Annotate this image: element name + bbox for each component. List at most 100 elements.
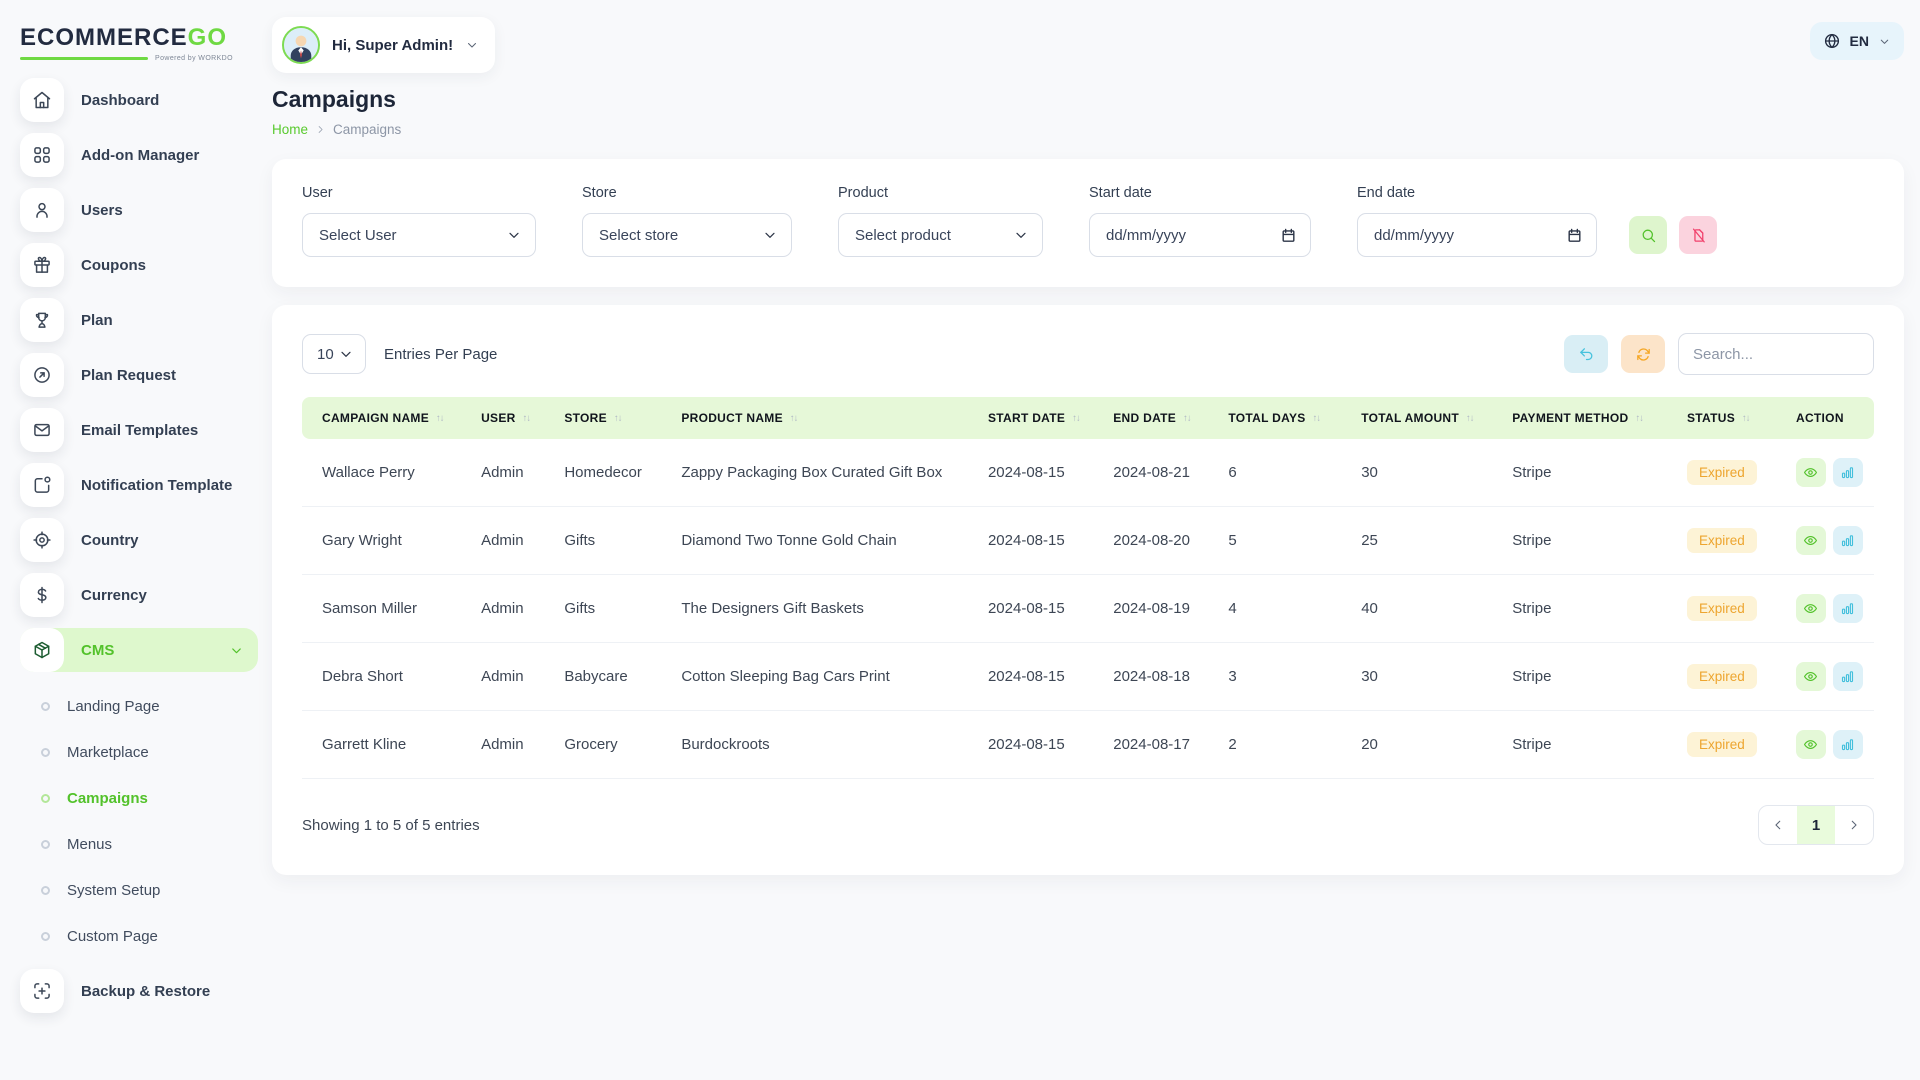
view-button[interactable] — [1795, 526, 1826, 555]
start-date-input[interactable]: dd/mm/yyyy — [1089, 213, 1311, 257]
sidebar-subitem-menus[interactable]: Menus — [36, 821, 272, 867]
cell-product: Cotton Sleeping Bag Cars Print — [671, 643, 978, 711]
store-select[interactable]: Select store — [582, 213, 792, 257]
cell-start-date: 2024-08-15 — [977, 507, 1104, 575]
undo-button[interactable] — [1564, 335, 1608, 373]
sort-icon: ↑↓ — [789, 413, 798, 424]
sidebar-item-plan[interactable]: Plan — [20, 298, 258, 342]
reset-filters-button[interactable] — [1679, 216, 1717, 254]
clear-filter-icon — [1690, 227, 1707, 244]
sidebar-item-plan-request[interactable]: Plan Request — [20, 353, 258, 397]
brand-underline — [20, 57, 148, 60]
analytics-button[interactable] — [1832, 458, 1863, 487]
sidebar-item-add-on-manager[interactable]: Add-on Manager — [20, 133, 258, 177]
calendar-icon — [1280, 227, 1297, 244]
view-button[interactable] — [1795, 662, 1826, 691]
user-select[interactable]: Select User — [302, 213, 536, 257]
entries-per-page-value: 10 — [317, 345, 334, 363]
cell-campaign: Samson Miller — [302, 575, 472, 643]
breadcrumb-home-link[interactable]: Home — [272, 122, 309, 137]
column-header-start-date[interactable]: START DATE ↑↓ — [977, 397, 1104, 439]
cell-total-days: 2 — [1218, 711, 1352, 779]
analytics-button[interactable] — [1832, 662, 1863, 691]
entries-per-page-select[interactable]: 10 — [302, 334, 366, 374]
sort-icon: ↑↓ — [1466, 413, 1474, 424]
bar-chart-icon — [1840, 533, 1855, 548]
view-button[interactable] — [1795, 594, 1826, 623]
sidebar-subitem-marketplace[interactable]: Marketplace — [36, 729, 272, 775]
cell-payment-method: Stripe — [1502, 507, 1677, 575]
search-icon — [1640, 227, 1657, 244]
user-icon — [20, 188, 64, 232]
column-header-store[interactable]: STORE ↑↓ — [554, 397, 672, 439]
bar-chart-icon — [1840, 601, 1855, 616]
eye-icon — [1803, 465, 1818, 480]
view-button[interactable] — [1795, 458, 1826, 487]
sidebar-subitem-custom-page[interactable]: Custom Page — [36, 913, 272, 959]
cell-user: Admin — [471, 643, 555, 711]
view-button[interactable] — [1795, 730, 1826, 759]
next-page-button[interactable] — [1835, 806, 1873, 844]
column-header-campaign-name[interactable]: CAMPAIGN NAME ↑↓ — [302, 397, 472, 439]
sidebar-subitem-system-setup[interactable]: System Setup — [36, 867, 272, 913]
refresh-button[interactable] — [1621, 335, 1665, 373]
brand-logo[interactable]: ECOMMERCEGO Powered by WORKDO — [20, 24, 272, 62]
backup-icon — [20, 969, 64, 1013]
analytics-button[interactable] — [1832, 526, 1863, 555]
avatar — [282, 26, 320, 64]
page-number-button[interactable]: 1 — [1797, 806, 1835, 844]
column-header-total-days[interactable]: TOTAL DAYS ↑↓ — [1218, 397, 1352, 439]
cell-product: The Designers Gift Baskets — [671, 575, 978, 643]
chevron-right-icon — [1847, 818, 1861, 832]
gift-icon — [20, 243, 64, 287]
sidebar-item-dashboard[interactable]: Dashboard — [20, 78, 258, 122]
brand-name: ECOMMERCEGO — [20, 24, 228, 51]
sort-icon: ↑↓ — [436, 413, 444, 424]
language-selector[interactable]: EN — [1809, 22, 1904, 60]
target-icon — [20, 518, 64, 562]
cell-store: Gifts — [554, 507, 672, 575]
prev-page-button[interactable] — [1759, 806, 1797, 844]
sidebar-submenu-cms: Landing Page Marketplace Campaigns Menus Sys… — [36, 683, 272, 959]
mail-icon — [20, 408, 64, 452]
cell-campaign: Debra Short — [302, 643, 472, 711]
start-date-placeholder: dd/mm/yyyy — [1106, 226, 1187, 244]
sidebar-item-notification-template[interactable]: Notification Template — [20, 463, 258, 507]
column-header-end-date[interactable]: END DATE ↑↓ — [1103, 397, 1219, 439]
analytics-button[interactable] — [1832, 594, 1863, 623]
column-header-payment-method[interactable]: PAYMENT METHOD ↑↓ — [1502, 397, 1677, 439]
profile-menu[interactable]: Hi, Super Admin! — [272, 17, 496, 73]
chevron-down-icon — [1878, 35, 1891, 48]
column-header-user[interactable]: USER ↑↓ — [471, 397, 555, 439]
store-filter-label: Store — [582, 185, 617, 201]
sidebar-item-country[interactable]: Country — [20, 518, 258, 562]
end-date-placeholder: dd/mm/yyyy — [1374, 226, 1455, 244]
column-header-status[interactable]: STATUS ↑↓ — [1676, 397, 1786, 439]
column-header-product-name[interactable]: PRODUCT NAME ↑↓ — [671, 397, 978, 439]
page-header: Campaigns Home Campaigns — [272, 86, 1904, 137]
apply-filters-button[interactable] — [1629, 216, 1667, 254]
column-header-total-amount[interactable]: TOTAL AMOUNT ↑↓ — [1351, 397, 1503, 439]
table-search-input[interactable] — [1678, 333, 1874, 375]
cell-payment-method: Stripe — [1502, 439, 1677, 507]
cell-store: Gifts — [554, 575, 672, 643]
sidebar-item-cms[interactable]: CMS — [20, 628, 258, 672]
cell-total-amount: 20 — [1351, 711, 1503, 779]
sidebar-item-email-templates[interactable]: Email Templates — [20, 408, 258, 452]
table-header-row: CAMPAIGN NAME ↑↓ USER ↑↓ STORE ↑↓ PRODUCT NAME… — [302, 397, 1874, 439]
sidebar-item-users[interactable]: Users — [20, 188, 258, 232]
analytics-button[interactable] — [1832, 730, 1863, 759]
sidebar-item-backup-restore[interactable]: Backup & Restore — [20, 969, 258, 1013]
end-date-input[interactable]: dd/mm/yyyy — [1357, 213, 1597, 257]
cell-campaign: Garrett Kline — [302, 711, 472, 779]
sidebar-subitem-landing-page[interactable]: Landing Page — [36, 683, 272, 729]
user-filter-label: User — [302, 185, 333, 201]
sidebar-item-coupons[interactable]: Coupons — [20, 243, 258, 287]
start-date-label: Start date — [1089, 185, 1152, 201]
product-select[interactable]: Select product — [838, 213, 1043, 257]
topbar: Hi, Super Admin! EN — [272, 17, 1904, 73]
table-row: Samson Miller Admin Gifts The Designers Gif… — [302, 575, 1874, 643]
sidebar-item-currency[interactable]: Currency — [20, 573, 258, 617]
sidebar-subitem-campaigns[interactable]: Campaigns — [36, 775, 272, 821]
table-row: Garrett Kline Admin Grocery Burdockroots 202… — [302, 711, 1874, 779]
